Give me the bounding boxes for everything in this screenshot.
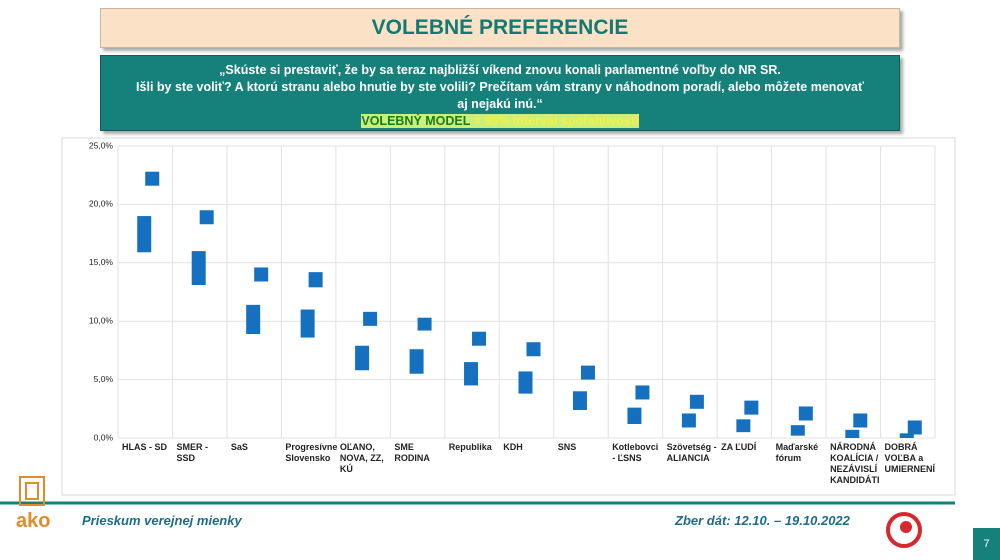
range-bar <box>191 251 206 285</box>
range-bar <box>681 413 696 428</box>
range-bar <box>853 413 868 428</box>
x-tick-label: NÁRODNÁ KOALÍCIA / NEZÁVISLÍ KANDIDÁTI <box>830 442 880 485</box>
range-bar <box>518 371 533 394</box>
y-tick-label: 0,0% <box>94 432 114 442</box>
range-bar <box>907 420 922 435</box>
range-bar <box>246 304 261 335</box>
logo-text: ako <box>16 510 51 532</box>
x-tick-label: SaS <box>230 442 248 452</box>
x-tick-label: SNS <box>557 442 577 452</box>
question-line: Išli by ste voliť? A ktorú stranu alebo … <box>136 80 864 94</box>
range-bar <box>572 391 587 410</box>
model-label: VOLEBNÝ MODEL = 95% interval spoľahlivos… <box>361 114 639 128</box>
question-box: „Skúste si prestaviť, že by sa teraz naj… <box>100 55 900 131</box>
x-tick-label: Progresívne Slovensko <box>285 442 338 463</box>
range-bar <box>526 342 541 357</box>
logo-dot <box>900 521 912 533</box>
range-bar <box>790 425 805 436</box>
x-tick-label: Szövetség - ALIANCIA <box>666 442 717 463</box>
range-bar <box>464 362 479 386</box>
range-bar <box>145 171 160 186</box>
range-bar <box>845 429 860 438</box>
range-bar <box>417 317 432 331</box>
range-bar <box>199 210 214 225</box>
footer-dates: Zber dát: 12.10. – 19.10.2022 <box>675 513 850 528</box>
model: VOLEBNÝ MODEL <box>361 114 471 128</box>
range-bar <box>899 433 914 438</box>
range-bar <box>635 385 650 400</box>
question-line: aj nejakú inú.“ <box>457 97 543 111</box>
range-bar <box>355 345 370 371</box>
x-tick-label: Maďarské fórum <box>775 442 819 463</box>
logo-mark <box>19 476 45 506</box>
y-tick-label: 5,0% <box>94 374 114 384</box>
y-tick-label: 25,0% <box>89 140 114 150</box>
range-bar <box>744 400 759 415</box>
range-bar <box>254 267 269 282</box>
x-tick-label: DOBRÁ VOĽBA a UMIERNENÍ <box>884 442 936 474</box>
range-bar <box>736 419 751 433</box>
range-bar <box>409 349 424 374</box>
range-bar <box>300 309 315 338</box>
x-tick-label: Republika <box>448 442 492 452</box>
range-bar <box>137 216 152 253</box>
question-line: „Skúste si prestaviť, že by sa teraz naj… <box>219 63 781 77</box>
x-tick-label: KDH <box>503 442 523 452</box>
y-tick-label: 20,0% <box>89 199 114 209</box>
title: VOLEBNÉ PREFERENCIE <box>100 8 900 48</box>
footer-survey: Prieskum verejnej mienky <box>82 513 242 528</box>
range-bar <box>798 406 813 421</box>
range-bar <box>580 365 595 380</box>
x-tick-label: Kotlebovci - ĽSNS <box>612 442 659 463</box>
x-tick-label: SME RODINA <box>394 442 430 463</box>
x-tick-label: HLAS - SD <box>122 442 167 452</box>
y-tick-label: 15,0% <box>89 257 114 267</box>
x-tick-label: OĽANO, NOVA, ZZ, KÚ <box>339 442 384 474</box>
chart-frame <box>61 137 956 496</box>
interval: = 95% interval spoľahlivosti <box>473 114 639 128</box>
x-tick-label: SMER - SSD <box>176 442 208 463</box>
x-tick-label: ZA ĽUDÍ <box>721 442 757 452</box>
range-bar <box>472 331 487 346</box>
range-bar <box>308 272 323 288</box>
y-tick-label: 10,0% <box>89 315 114 325</box>
range-bar <box>363 311 378 326</box>
range-bar <box>627 407 642 424</box>
page-number: 7 <box>973 528 1000 560</box>
range-bar <box>689 394 704 409</box>
